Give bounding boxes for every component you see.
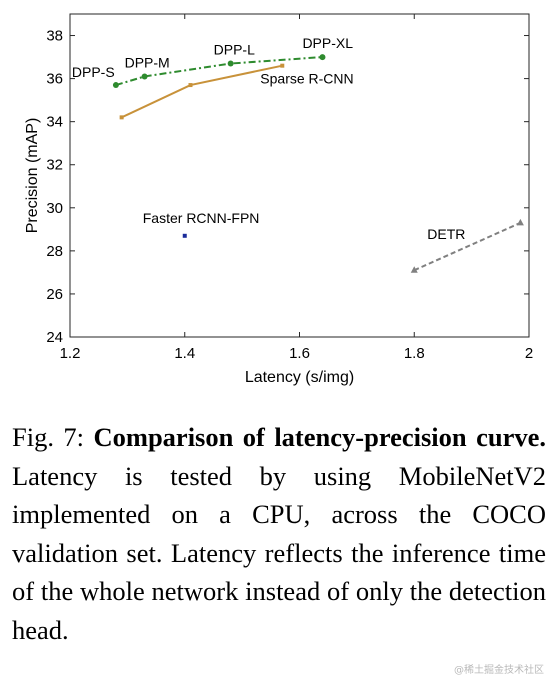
data-point	[141, 73, 148, 80]
y-tick-label: 30	[46, 200, 63, 217]
data-point	[410, 266, 418, 273]
x-tick-label: 1.4	[174, 345, 195, 362]
data-point	[112, 82, 119, 89]
y-tick-label: 32	[46, 157, 63, 174]
y-axis-ticks: 24 26 28 30 32 34 36 38	[46, 28, 529, 346]
data-point	[280, 63, 285, 68]
data-point	[188, 83, 193, 88]
x-tick-label: 1.6	[289, 345, 310, 362]
series-line	[413, 221, 521, 272]
watermark: @稀土掘金技术社区	[454, 665, 544, 676]
y-tick-label: 36	[46, 71, 63, 88]
y-tick-label: 38	[46, 28, 63, 45]
y-tick-label: 26	[46, 286, 63, 303]
y-tick-label: 28	[46, 243, 63, 260]
caption-text: Latency is tested by using MobileNetV2 i…	[12, 460, 546, 645]
data-point	[182, 233, 187, 238]
caption-prefix: Fig. 7:	[12, 422, 85, 452]
data-point	[516, 218, 524, 226]
y-tick-label: 24	[46, 329, 63, 346]
caption-bold: Comparison of latency-precision curve.	[93, 422, 547, 452]
point-label: DPP-S	[72, 64, 115, 80]
data-point	[227, 60, 234, 67]
y-axis-label: Precision (mAP)	[24, 118, 41, 234]
point-label: DETR	[427, 226, 465, 242]
point-label: DPP-M	[125, 54, 170, 70]
x-tick-label: 2	[525, 345, 533, 362]
point-label: Sparse R-CNN	[260, 71, 353, 87]
data-point	[119, 115, 124, 120]
data-point	[319, 54, 326, 61]
x-tick-label: 1.2	[60, 345, 81, 362]
point-label: DPP-XL	[302, 35, 353, 51]
x-axis-label: Latency (s/img)	[245, 369, 354, 386]
plot-area	[69, 13, 530, 338]
x-axis-ticks: 1.2 1.4 1.6 1.8 2	[60, 14, 533, 362]
chart-series	[112, 54, 524, 273]
point-label: Faster RCNN-FPN	[143, 210, 260, 226]
point-labels: DPP-S DPP-M DPP-L DPP-XL Sparse R-CNN Faster …	[72, 35, 465, 242]
figure-caption: Fig. 7: Comparison of latency-precision …	[12, 418, 546, 649]
x-tick-label: 1.8	[404, 345, 425, 362]
y-tick-label: 34	[46, 114, 63, 131]
point-label: DPP-L	[214, 42, 255, 58]
